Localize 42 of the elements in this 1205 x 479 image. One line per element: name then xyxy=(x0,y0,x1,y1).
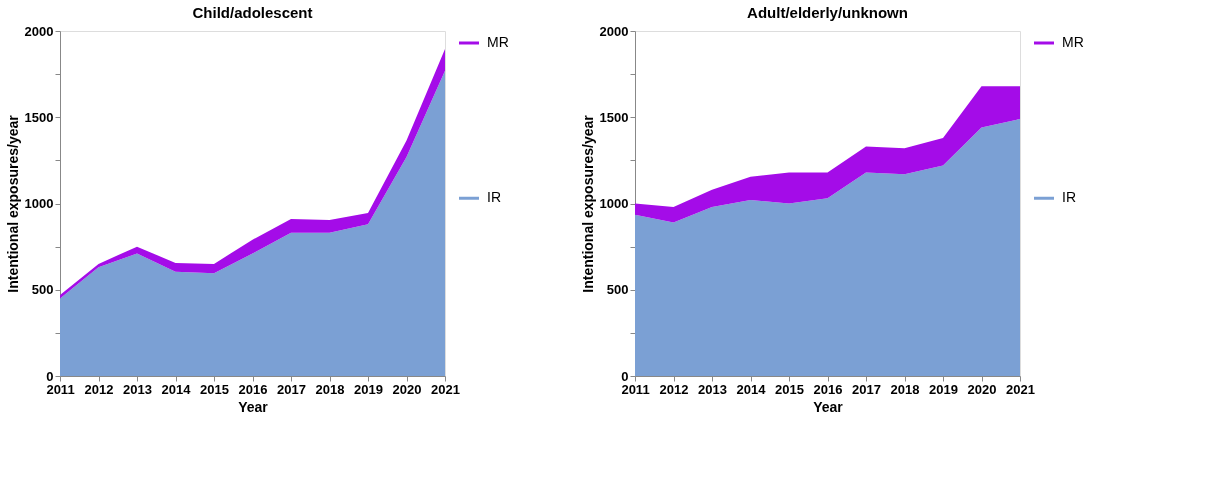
x-axis-title: Year xyxy=(238,398,269,415)
legend-label: MR xyxy=(1062,34,1084,50)
y-tick-label: 1000 xyxy=(599,196,629,211)
legend-label: MR xyxy=(487,34,509,50)
legend-label: IR xyxy=(487,189,501,206)
x-axis-title: Year xyxy=(813,398,844,415)
chart-title: Adult/elderly/unknown xyxy=(747,4,908,21)
y-tick-label: 500 xyxy=(31,282,54,298)
x-tick-label: 2014 xyxy=(161,381,192,397)
x-tick-label: 2018 xyxy=(315,381,345,397)
x-tick-label: 2011 xyxy=(621,381,650,397)
x-tick-label: 2020 xyxy=(392,381,422,397)
x-tick-label: 2019 xyxy=(354,381,383,397)
x-tick-label: 2013 xyxy=(698,381,727,397)
x-tick-label: 2017 xyxy=(852,381,881,397)
x-tick-label: 2012 xyxy=(659,381,689,397)
y-tick-label: 1000 xyxy=(24,196,54,211)
y-tick-label: 1500 xyxy=(24,109,54,125)
x-tick-label: 2017 xyxy=(277,381,306,397)
x-tick-label: 2015 xyxy=(775,381,804,397)
y-tick-label: 0 xyxy=(46,368,54,384)
x-tick-label: 2011 xyxy=(46,381,75,397)
x-tick-label: 2019 xyxy=(929,381,958,397)
y-tick-label: 1500 xyxy=(599,109,629,125)
x-tick-label: 2016 xyxy=(813,381,843,397)
y-tick-label: 500 xyxy=(606,282,629,298)
y-tick-label: 2000 xyxy=(24,23,54,39)
x-tick-label: 2012 xyxy=(84,381,114,397)
x-tick-label: 2018 xyxy=(890,381,920,397)
x-tick-label: 2015 xyxy=(200,381,229,397)
x-tick-label: 2020 xyxy=(967,381,997,397)
x-tick-label: 2014 xyxy=(736,381,767,397)
chart-title: Child/adolescent xyxy=(192,4,313,21)
x-tick-label: 2021 xyxy=(1006,381,1035,397)
y-tick-label: 0 xyxy=(621,368,629,384)
y-axis-title: Intentional exposures/year xyxy=(4,114,21,293)
x-tick-label: 2021 xyxy=(431,381,460,397)
y-tick-label: 2000 xyxy=(599,23,629,39)
legend-label: IR xyxy=(1062,189,1076,206)
y-axis-title: Intentional exposures/year xyxy=(579,114,596,293)
x-tick-label: 2016 xyxy=(238,381,268,397)
x-tick-label: 2013 xyxy=(123,381,152,397)
